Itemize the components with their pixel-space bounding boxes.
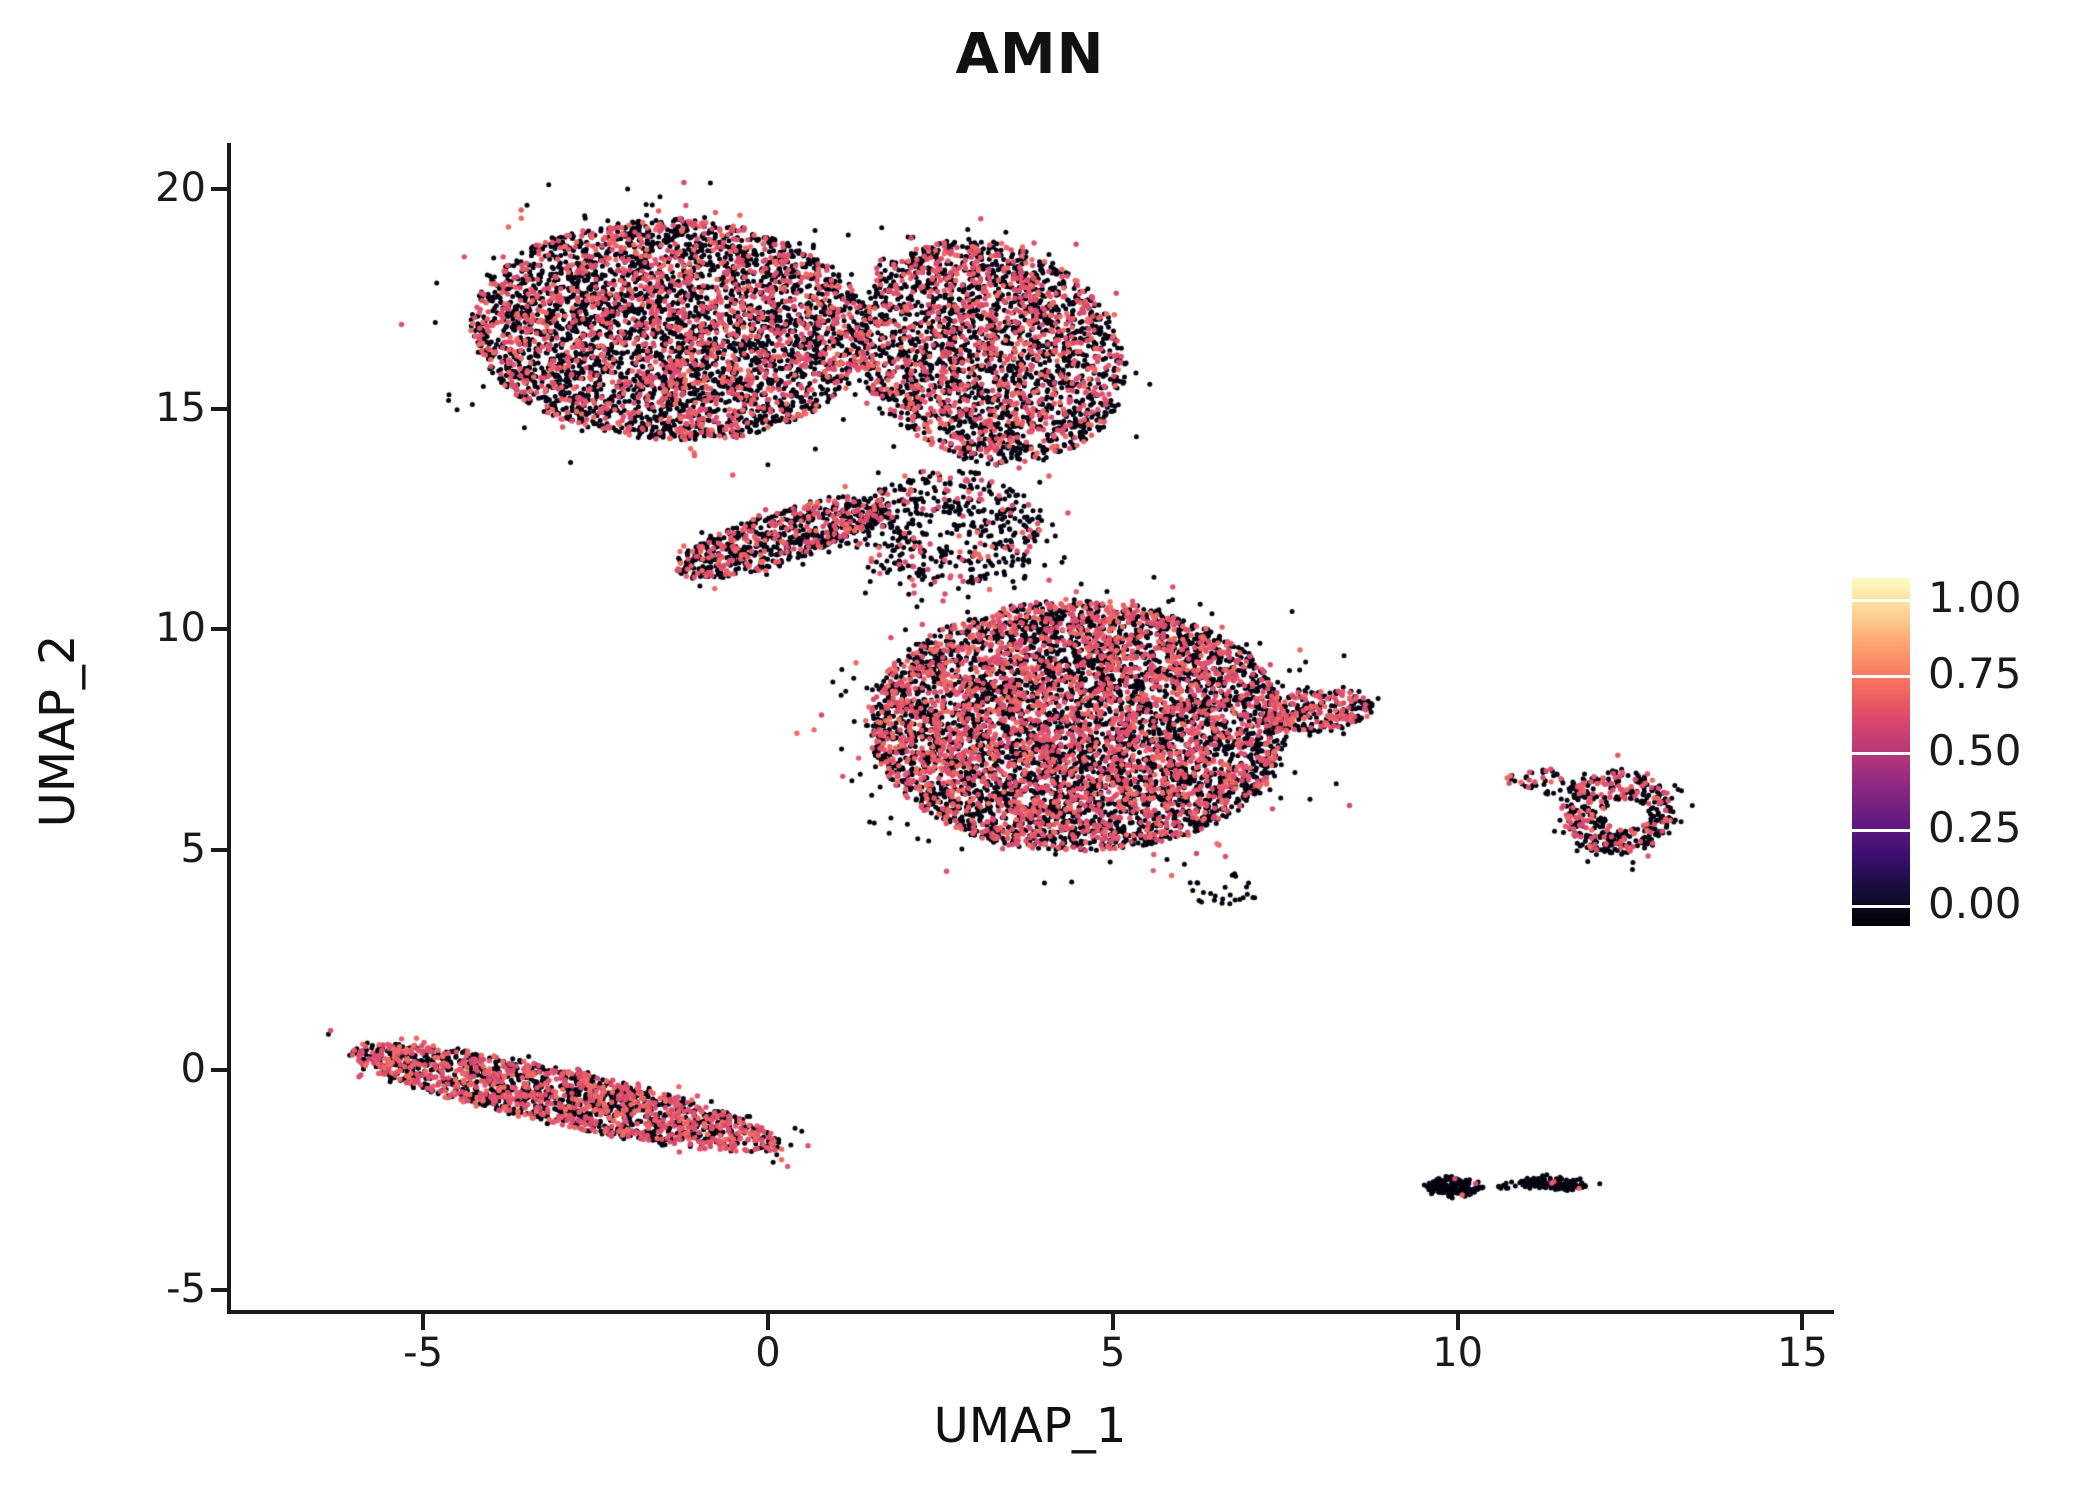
colorbar-gradient [1852,578,1910,926]
y-tick-label: 20 [155,165,206,212]
y-tick-mark [211,847,227,852]
y-tick-label: 5 [180,825,206,872]
colorbar-tick-label: 0.25 [1928,802,2022,852]
x-tick-label: 0 [755,1330,781,1376]
colorbar-tick-mark [1852,598,1910,602]
y-tick-label: 0 [180,1045,206,1092]
y-tick-label: -5 [166,1266,206,1313]
y-axis-line [227,143,231,1314]
y-tick-label: 10 [155,605,206,652]
x-tick-mark [1110,1314,1115,1330]
colorbar-tick-mark [1852,675,1910,679]
colorbar-tick-label: 1.00 [1928,572,2022,622]
colorbar-tick-mark [1852,752,1910,755]
x-tick-mark [765,1314,770,1330]
colorbar-tick-label: 0.75 [1928,649,2022,699]
x-tick-mark [1800,1314,1805,1330]
x-axis-title: UMAP_1 [933,1398,1127,1454]
colorbar-tick-mark [1852,905,1910,909]
x-axis-line [227,1310,1834,1314]
y-tick-mark [211,407,227,412]
colorbar-tick-mark [1852,828,1910,832]
y-tick-mark [211,1067,227,1072]
x-tick-label: 15 [1776,1330,1828,1376]
y-tick-mark [211,187,227,192]
y-tick-label: 15 [155,385,206,432]
y-tick-mark [211,627,227,632]
x-tick-mark [1455,1314,1460,1330]
x-tick-label: -5 [403,1330,444,1376]
colorbar-tick-label: 0.50 [1928,726,2022,775]
x-tick-label: 10 [1432,1330,1484,1376]
x-tick-label: 5 [1100,1330,1126,1376]
y-tick-mark [211,1288,227,1293]
y-axis-title: UMAP_2 [30,634,86,828]
colorbar-tick-label: 0.00 [1928,879,2022,929]
x-tick-mark [421,1314,426,1330]
